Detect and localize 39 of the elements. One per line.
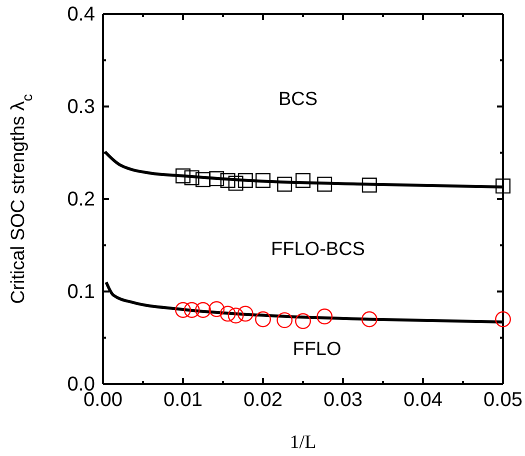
point: [295, 313, 311, 330]
point: [228, 308, 244, 324]
point: [256, 173, 270, 188]
point: [277, 176, 292, 192]
point: [237, 306, 254, 322]
point: [184, 302, 200, 318]
point: [220, 173, 236, 188]
point: [276, 312, 293, 328]
y-tick-label: 0.1: [67, 280, 95, 303]
point: [195, 302, 211, 318]
point: [317, 176, 332, 192]
x-tick-label: 0.03: [324, 389, 362, 412]
point: [176, 168, 190, 184]
point: [209, 171, 224, 186]
annotation: FFLO-BCS: [271, 239, 365, 260]
y-tick-label: 0.3: [67, 96, 95, 118]
annotation: BCS: [278, 89, 318, 110]
point: [238, 173, 253, 188]
point: [208, 301, 225, 318]
x-tick-label: 0.02: [244, 389, 282, 412]
point: [316, 308, 333, 324]
point: [255, 311, 271, 328]
point: [495, 311, 511, 328]
point: [228, 176, 244, 191]
x-tick-label: 0.01: [164, 389, 202, 412]
x-tick-label: 0.05: [484, 389, 522, 412]
x-tick-label: 0.04: [404, 389, 442, 412]
point: [296, 173, 310, 188]
point: [196, 172, 210, 188]
y-tick-label: 0.4: [67, 3, 95, 26]
point: [361, 311, 378, 328]
y-tick-label: 0.2: [67, 188, 95, 210]
point: [362, 178, 377, 193]
point: [175, 302, 191, 318]
annotation: FFLO: [292, 339, 342, 360]
x-axis-title: 1/L: [290, 432, 316, 453]
point: [184, 170, 200, 186]
point: [220, 306, 236, 322]
point: [496, 178, 510, 194]
